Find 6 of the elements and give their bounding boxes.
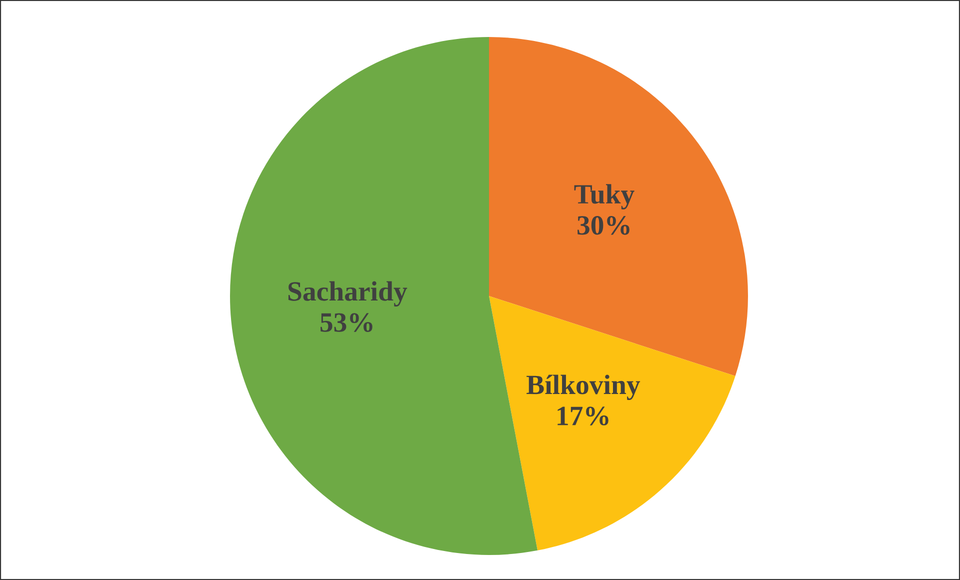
data-label: 30% [578, 216, 630, 235]
slice-label: Bílkoviny [526, 374, 640, 400]
slice-label: Sacharidy [288, 281, 408, 307]
slice-label: Tuky [574, 184, 634, 210]
data-label: 17% [558, 406, 608, 426]
data-label: 53% [320, 313, 372, 332]
